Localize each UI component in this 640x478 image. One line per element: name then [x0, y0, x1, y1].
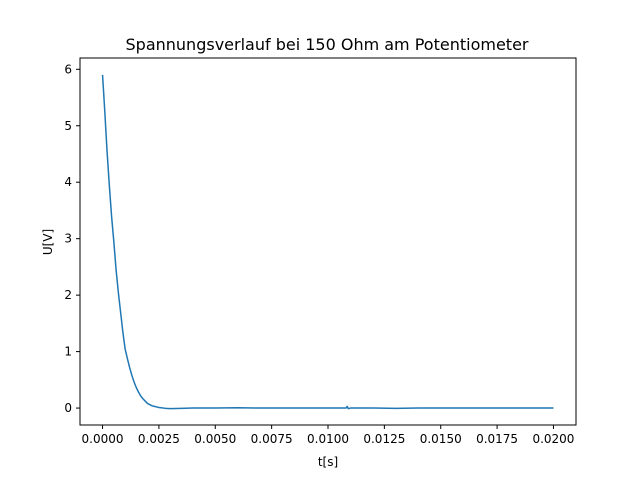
y-tick-label: 4 — [64, 175, 72, 189]
y-tick-label: 0 — [64, 401, 72, 415]
y-tick-label: 3 — [64, 232, 72, 246]
x-tick-label: 0.0100 — [307, 432, 349, 446]
y-tick-label: 6 — [64, 62, 72, 76]
x-axis-label: t[s] — [318, 455, 338, 469]
plot-area — [79, 57, 577, 426]
y-tick-label: 2 — [64, 288, 72, 302]
x-tick-label: 0.0200 — [532, 432, 574, 446]
x-tick-label: 0.0000 — [82, 432, 124, 446]
x-tick-label: 0.0175 — [476, 432, 518, 446]
x-tick-label: 0.0125 — [363, 432, 405, 446]
x-tick-label: 0.0025 — [138, 432, 180, 446]
x-tick-label: 0.0050 — [194, 432, 236, 446]
x-axis: 0.0000 0.0025 0.0050 0.0075 0.0100 0.0125 0.01… — [82, 425, 574, 446]
y-tick-label: 5 — [64, 119, 72, 133]
x-tick-label: 0.0150 — [420, 432, 462, 446]
y-axis: 0 1 2 3 4 5 6 — [64, 62, 80, 415]
y-axis-label: U[V] — [41, 229, 55, 255]
y-tick-label: 1 — [64, 345, 72, 359]
chart-title: Spannungsverlauf bei 150 Ohm am Potentio… — [126, 35, 529, 54]
x-tick-label: 0.0075 — [251, 432, 293, 446]
series-line — [101, 74, 554, 410]
